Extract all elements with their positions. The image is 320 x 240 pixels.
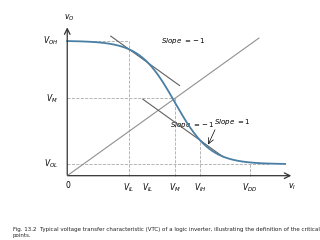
Text: $V_M$: $V_M$ xyxy=(169,181,181,194)
Text: Fig. 13.2  Typical voltage transfer characteristic (VTC) of a logic inverter, il: Fig. 13.2 Typical voltage transfer chara… xyxy=(13,227,320,238)
Text: Slope $= -1$: Slope $= -1$ xyxy=(161,36,206,46)
Text: Slope $= -1$: Slope $= -1$ xyxy=(170,120,215,130)
Text: $v_O$: $v_O$ xyxy=(64,13,75,23)
Text: $V_{IH}$: $V_{IH}$ xyxy=(194,181,206,194)
Text: $V_{IL}$: $V_{IL}$ xyxy=(142,181,153,194)
Text: $V_{OH}$: $V_{OH}$ xyxy=(43,35,58,47)
Text: $v_I$: $v_I$ xyxy=(288,181,296,192)
Text: Slope $= 1$: Slope $= 1$ xyxy=(214,117,250,127)
Text: $V_{DD}$: $V_{DD}$ xyxy=(242,181,257,194)
Text: $V_{IL}$: $V_{IL}$ xyxy=(124,181,135,194)
Text: $V_M$: $V_M$ xyxy=(46,92,58,105)
Text: 0: 0 xyxy=(66,181,71,191)
Text: $V_{OL}$: $V_{OL}$ xyxy=(44,158,58,170)
